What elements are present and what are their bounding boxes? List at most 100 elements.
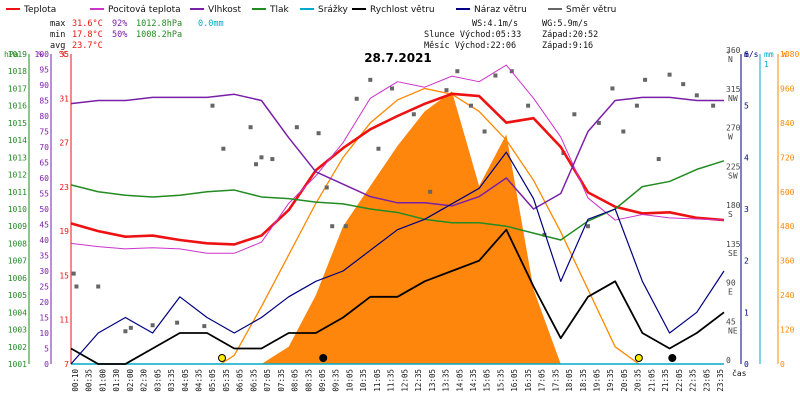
dir-tick-NE: NE: [728, 326, 738, 335]
hpa-tick-1005: 1005: [8, 291, 27, 300]
x-tick-1635: 16:35: [524, 369, 533, 392]
wind-dir-point-19: [354, 96, 359, 101]
x-tick-1405: 14:05: [455, 369, 464, 392]
max-rain: 0.0mm: [198, 19, 224, 29]
deg-tick-270: 270: [726, 124, 741, 133]
w-tick-600: 600: [780, 188, 795, 197]
x-tick-2105: 21:05: [647, 369, 656, 392]
wind-dir-point-44: [694, 93, 699, 98]
hpa-tick-1016: 1016: [8, 102, 27, 111]
x-tick-2135: 21:35: [661, 369, 670, 392]
x-tick-1435: 14:35: [469, 369, 478, 392]
wind-dir-point-27: [468, 103, 473, 108]
pct-tick-25: 25: [39, 283, 49, 292]
dir-tick-NW: NW: [728, 94, 738, 103]
x-tick-1535: 15:35: [496, 369, 505, 392]
c-tick-7: 7: [64, 360, 69, 369]
wind-dir-point-18: [343, 224, 348, 229]
avg-label: avg: [50, 41, 65, 51]
rain-axis-top: 1: [764, 60, 769, 69]
x-tick-1005: 10:05: [345, 369, 354, 392]
wind-dir-point-1: [74, 284, 79, 289]
sun-marker-2: [634, 354, 643, 362]
pct-tick-95: 95: [39, 66, 49, 75]
moon-marker-1: [319, 354, 328, 362]
wind-dir-point-9: [221, 146, 226, 151]
wind-dir-point-41: [656, 157, 661, 162]
wind-gust-max: WG:5.9m/s: [542, 19, 588, 29]
w-tick-720: 720: [780, 153, 795, 162]
pct-tick-65: 65: [39, 159, 49, 168]
wind-dir-point-42: [667, 72, 672, 77]
pct-unit: %: [38, 50, 43, 59]
x-unit: čas: [732, 368, 747, 378]
wind-dir-point-4: [128, 325, 133, 330]
x-tick-1605: 16:05: [510, 369, 519, 392]
wind-dir-point-38: [621, 129, 626, 134]
x-tick-1505: 15:05: [483, 369, 492, 392]
hpa-tick-1015: 1015: [8, 119, 27, 128]
mm-unit: mm: [764, 50, 774, 59]
x-tick-1705: 17:05: [538, 369, 547, 392]
deg-tick-180: 180: [726, 201, 741, 210]
ms-tick-6: 6: [744, 50, 749, 59]
pct-tick-70: 70: [39, 143, 49, 152]
deg-tick-360: 360: [726, 46, 741, 55]
hpa-tick-1019: 1019: [8, 50, 27, 59]
deg-tick-315: 315: [726, 85, 741, 94]
hpa-tick-1011: 1011: [8, 188, 27, 197]
x-tick-0535: 05:35: [222, 369, 231, 392]
ms-tick-4: 4: [744, 153, 749, 162]
w-tick-480: 480: [780, 222, 795, 231]
wind-dir-point-26: [455, 69, 460, 74]
c-tick-15: 15: [59, 271, 69, 280]
w-tick-960: 960: [780, 84, 795, 93]
deg-tick-90: 90: [726, 279, 736, 288]
legend-label-smer-vetru: Směr větru: [566, 5, 616, 15]
wind-dir-point-31: [526, 103, 531, 108]
deg-tick-135: 135: [726, 240, 741, 249]
c-tick-27: 27: [59, 139, 69, 148]
wind-dir-point-40: [643, 77, 648, 82]
x-tick-0200: 02:00: [126, 369, 135, 392]
pct-tick-15: 15: [39, 314, 49, 323]
deg-tick-45: 45: [726, 317, 736, 326]
min-hum: 50%: [112, 30, 127, 40]
wind-dir-point-25: [444, 88, 449, 93]
series-line-pocitova-teplota: [70, 64, 725, 254]
c-tick-23: 23: [59, 183, 69, 192]
w-tick-1080: 1080: [780, 50, 799, 59]
pct-tick-60: 60: [39, 174, 49, 183]
hpa-tick-1006: 1006: [8, 274, 27, 283]
pct-tick-20: 20: [39, 298, 49, 307]
series-line-teplota: [70, 92, 725, 246]
x-tick-0635: 06:35: [249, 369, 258, 392]
legend-label-rychlost-vetru: Rychlost větru: [370, 5, 435, 15]
wind-dir-point-45: [711, 103, 716, 108]
wind-dir-point-21: [376, 146, 381, 151]
x-tick-0435: 04:35: [195, 369, 204, 392]
ticks-layer: 1019101810171016101510141013101210111010…: [8, 46, 800, 392]
wind-dir-point-10: [248, 125, 253, 130]
legend-label-teplota: Teplota: [23, 5, 56, 15]
series-line-naraz-vetru: [70, 151, 725, 365]
x-tick-1735: 17:35: [551, 369, 560, 392]
x-tick-1105: 11:05: [373, 369, 382, 392]
x-tick-0605: 06:05: [236, 369, 245, 392]
x-tick-1905: 19:05: [592, 369, 601, 392]
x-tick-0835: 08:35: [304, 369, 313, 392]
x-tick-0705: 07:05: [263, 369, 272, 392]
chart-title: 28.7.2021: [364, 51, 432, 65]
legend-label-naraz-vetru: Náraz větru: [474, 5, 527, 15]
dir-tick-SW: SW: [728, 171, 738, 180]
x-tick-2335: 23:35: [716, 369, 725, 392]
x-tick-1235: 12:35: [414, 369, 423, 392]
deg-unit: °: [726, 50, 731, 59]
wind-dir-point-29: [493, 73, 498, 78]
c-tick-31: 31: [59, 94, 69, 103]
wind-dir-point-15: [316, 131, 321, 136]
min-label: min: [50, 30, 65, 40]
theoretical-solar-curve: [220, 87, 640, 365]
sunset: Západ:20:52: [542, 30, 598, 40]
min-temp: 17.8°C: [72, 30, 103, 40]
